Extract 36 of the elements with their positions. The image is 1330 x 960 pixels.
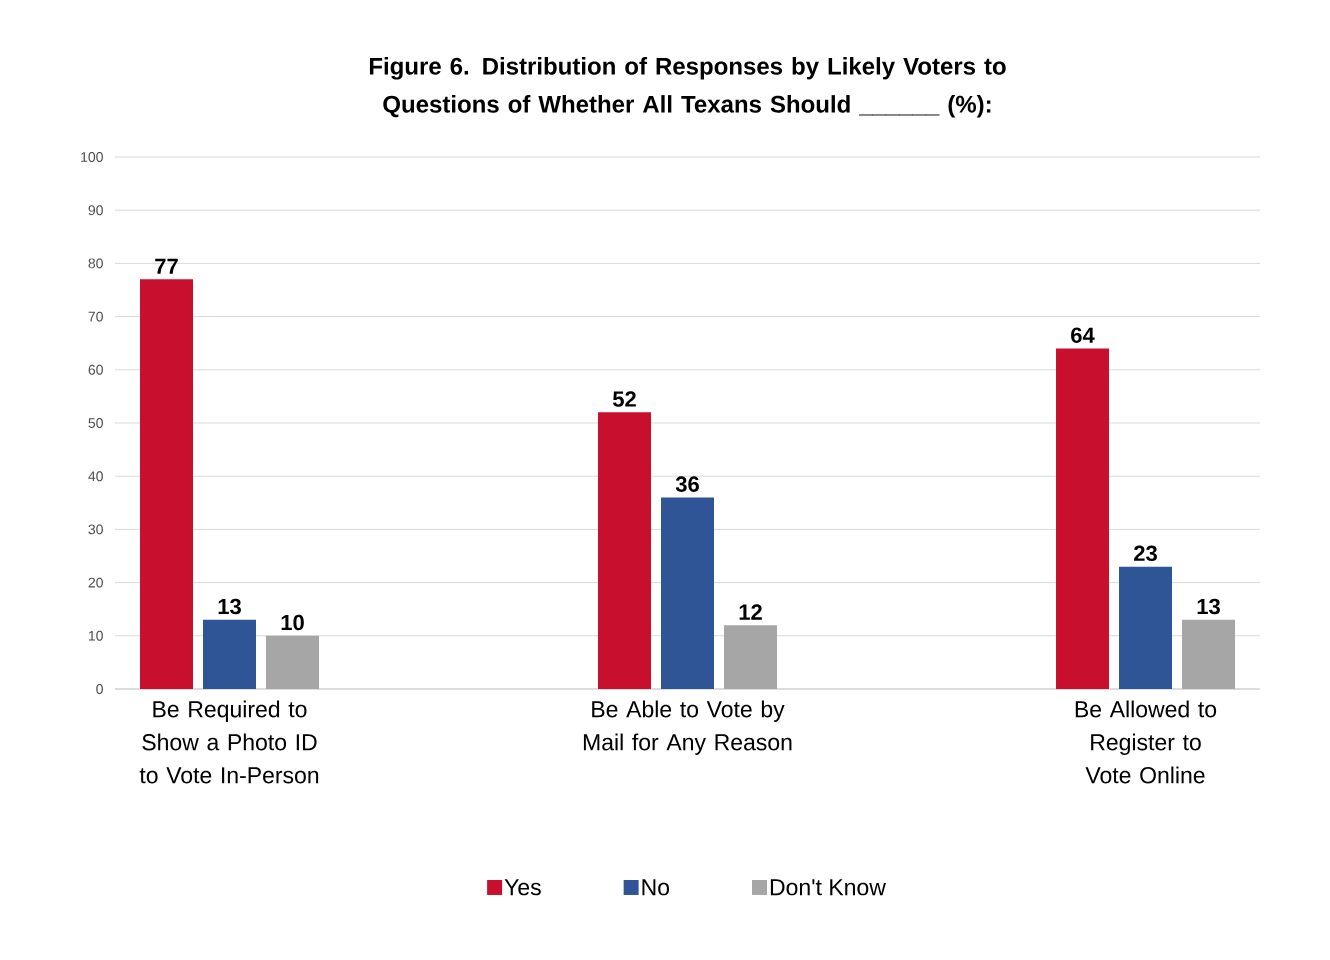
y-tick-label: 40 — [88, 471, 103, 482]
data-label: 12 — [739, 604, 762, 620]
bar — [266, 635, 319, 689]
x-tick-label: Be Required to Show a Photo ID to Vote In-Person — [139, 700, 319, 784]
y-tick-label: 90 — [88, 205, 103, 216]
x-tick-label: Be Allowed to Register to Vote Online — [1075, 700, 1217, 784]
x-tick-label: Be Able to Vote by Mail for Any Reason — [583, 700, 792, 755]
data-label: 13 — [218, 598, 241, 615]
data-label: 23 — [1134, 545, 1157, 562]
y-tick-label: 70 — [88, 311, 103, 322]
y-tick-label: 0 — [96, 684, 103, 694]
y-tick-label: 60 — [88, 364, 103, 375]
bar — [724, 625, 778, 689]
chart-title: Figure 6. Distribution of Responses by Likely Voters to Questions of Whether All Texans Should ______ (%): — [369, 57, 1006, 118]
bar — [1182, 619, 1236, 689]
data-label: 77 — [155, 258, 178, 274]
y-tick-label: 10 — [88, 630, 103, 641]
data-label: 36 — [675, 476, 699, 492]
y-tick-label: 80 — [88, 258, 103, 269]
data-label: 10 — [281, 614, 304, 631]
y-tick-label: 30 — [88, 524, 103, 535]
bar — [1119, 566, 1173, 689]
legend-label: Don't Know — [770, 879, 886, 896]
y-tick-label: 50 — [88, 418, 103, 428]
data-label: 13 — [1197, 598, 1220, 615]
legend-label: Yes — [504, 879, 541, 896]
legend-label: No — [642, 879, 670, 896]
data-label: 64 — [1071, 327, 1095, 343]
y-tick-label: 20 — [88, 577, 103, 588]
bar — [203, 619, 256, 689]
y-tick-label: 100 — [81, 152, 103, 162]
bar — [661, 497, 715, 689]
bar — [1056, 348, 1110, 689]
bar — [140, 279, 193, 689]
bar — [598, 412, 652, 689]
data-label: 52 — [612, 391, 636, 407]
